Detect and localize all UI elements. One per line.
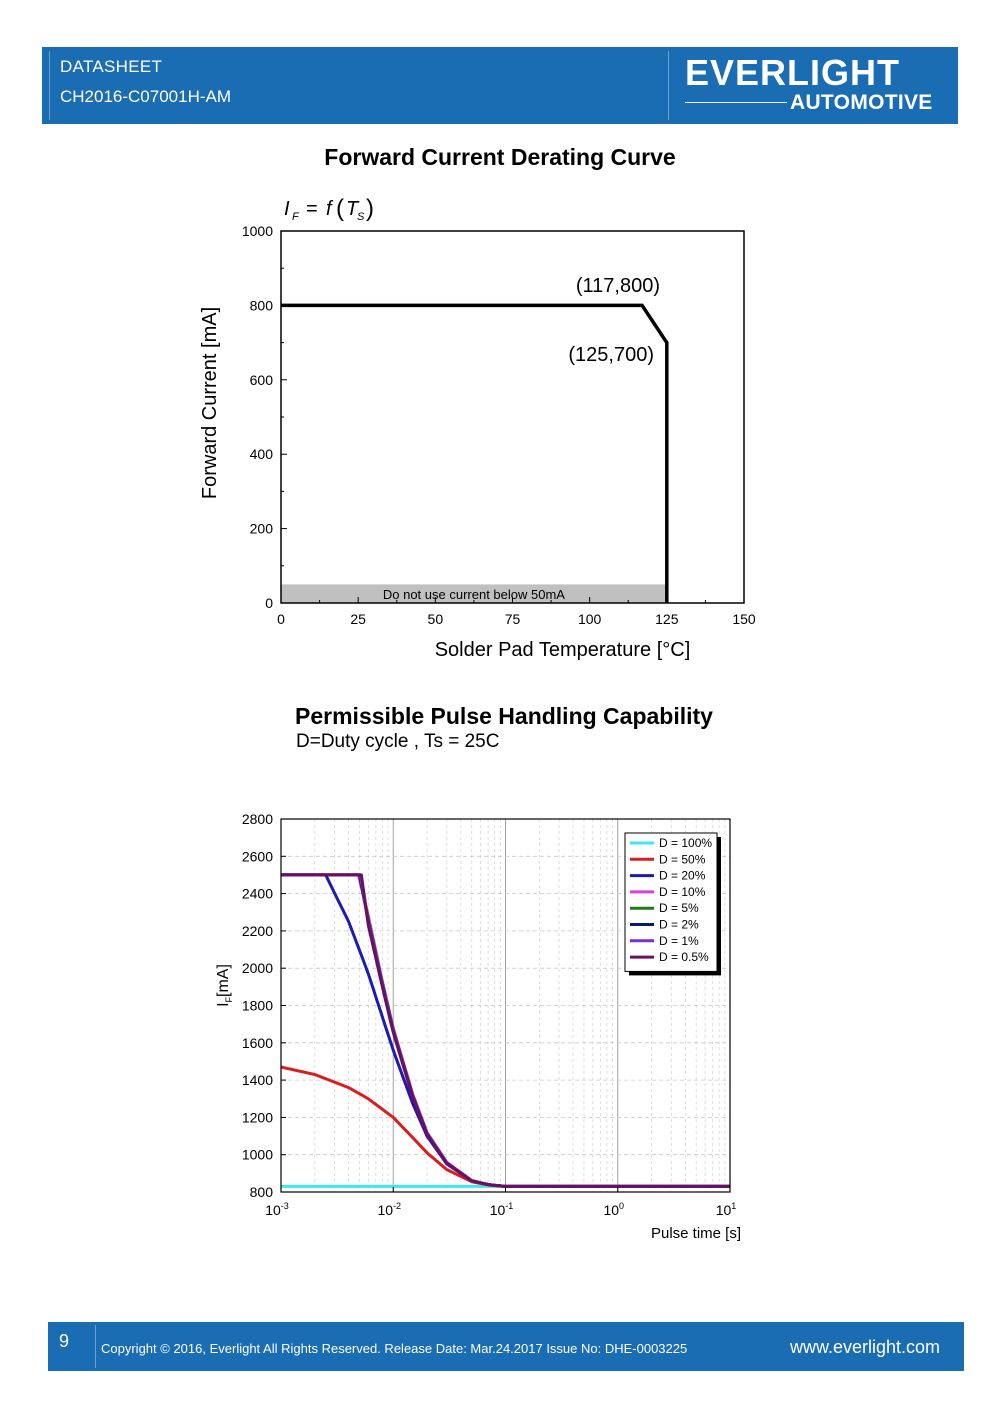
x-tick-label: 25 xyxy=(350,611,366,627)
y-tick-label: 1400 xyxy=(242,1072,273,1088)
y-tick-label: 0 xyxy=(265,595,273,611)
x-tick-label: 10-1 xyxy=(490,1201,514,1218)
y-tick-label: 2800 xyxy=(242,811,273,827)
legend-label: D = 1% xyxy=(659,934,699,948)
y-tick-label: 2600 xyxy=(242,848,273,864)
annotation-117-800: (117,800) xyxy=(576,275,660,297)
y-tick-label: 2000 xyxy=(242,960,273,976)
annotation-125-700: (125,700) xyxy=(568,344,654,366)
svg-text:I: I xyxy=(284,198,290,220)
legend-label: D = 10% xyxy=(659,885,706,899)
y-tick-label: 1000 xyxy=(242,1147,273,1163)
x-axis-label: Pulse time [s] xyxy=(651,1225,741,1242)
y-tick-label: 400 xyxy=(250,446,274,462)
x-tick-label: 75 xyxy=(505,611,521,627)
legend-label: D = 50% xyxy=(659,852,706,866)
svg-text:T: T xyxy=(346,198,360,220)
x-tick-label: 10-2 xyxy=(377,1201,401,1218)
y-tick-label: 1600 xyxy=(242,1035,273,1051)
svg-text:=: = xyxy=(306,198,318,220)
y-axis-label: Forward Current [mA] xyxy=(199,307,221,499)
y-axis-label: IF[mA] xyxy=(215,964,234,1007)
svg-text:F: F xyxy=(292,211,300,223)
y-tick-label: 1200 xyxy=(242,1109,273,1125)
y-tick-label: 800 xyxy=(250,297,274,313)
svg-text:f: f xyxy=(326,198,334,220)
legend-label: D = 20% xyxy=(659,869,706,883)
x-tick-label: 0 xyxy=(277,611,285,627)
x-axis-label: Solder Pad Temperature [°C] xyxy=(435,639,691,661)
x-tick-label: 10-3 xyxy=(265,1201,289,1218)
legend-label: D = 100% xyxy=(659,836,712,850)
footer-divider xyxy=(95,1325,96,1368)
legend-label: D = 5% xyxy=(659,901,699,915)
legend-label: D = 2% xyxy=(659,918,699,932)
y-tick-label: 800 xyxy=(250,1184,274,1200)
plot-frame xyxy=(280,230,745,604)
series-line xyxy=(281,873,730,1188)
website-link[interactable]: www.everlight.com xyxy=(790,1337,941,1357)
svg-text:): ) xyxy=(366,195,374,222)
page-footer: 9 Copyright © 2016, Everlight All Rights… xyxy=(48,1322,964,1371)
shaded-region xyxy=(281,584,667,603)
y-tick-label: 1800 xyxy=(242,998,273,1014)
chart2-title: Permissible Pulse Handling Capability xyxy=(295,703,713,729)
page-header: DATASHEET CH2016-C07001H-AM EVERLIGHT AU… xyxy=(42,47,958,124)
shaded-region-label: Do not use current below 50mA xyxy=(383,587,565,602)
x-tick-label: 50 xyxy=(428,611,444,627)
header-edge-line xyxy=(49,51,50,120)
legend-box xyxy=(624,832,718,972)
doc-label: DATASHEET xyxy=(60,57,163,76)
part-number: CH2016-C07001H-AM xyxy=(60,87,232,106)
chart1-title: Forward Current Derating Curve xyxy=(324,144,676,170)
x-tick-label: 100 xyxy=(603,1201,624,1218)
chart1-formula: I F = f ( T S ) xyxy=(284,195,374,223)
header-divider xyxy=(668,51,669,120)
brand-subtitle: AUTOMOTIVE xyxy=(790,91,933,114)
x-tick-label: 150 xyxy=(732,611,756,627)
copyright-text: Copyright © 2016, Everlight All Rights R… xyxy=(101,1341,688,1356)
y-tick-label: 600 xyxy=(250,372,274,388)
y-tick-label: 200 xyxy=(250,521,274,537)
y-tick-label: 2200 xyxy=(242,923,273,939)
y-tick-label: 1000 xyxy=(242,223,273,239)
x-tick-label: 101 xyxy=(716,1201,737,1218)
derating-chart: I F = f ( T S ) Do not use current below… xyxy=(199,195,756,661)
brand-rule xyxy=(685,102,787,103)
brand-logo: EVERLIGHT xyxy=(685,52,901,93)
legend-label: D = 0.5% xyxy=(659,950,709,964)
svg-text:(: ( xyxy=(336,195,344,222)
page-number: 9 xyxy=(59,1331,70,1351)
derating-line xyxy=(281,303,669,603)
y-tick-label: 2400 xyxy=(242,886,273,902)
chart2-subtitle: D=Duty cycle , Ts = 25C xyxy=(296,731,500,752)
svg-text:S: S xyxy=(357,211,365,223)
x-tick-label: 100 xyxy=(578,611,602,627)
x-tick-label: 125 xyxy=(655,611,679,627)
pulse-chart: 800 1000 1200 1400 1600 1800 2000 2200 2400 2600 2… xyxy=(215,811,741,1242)
